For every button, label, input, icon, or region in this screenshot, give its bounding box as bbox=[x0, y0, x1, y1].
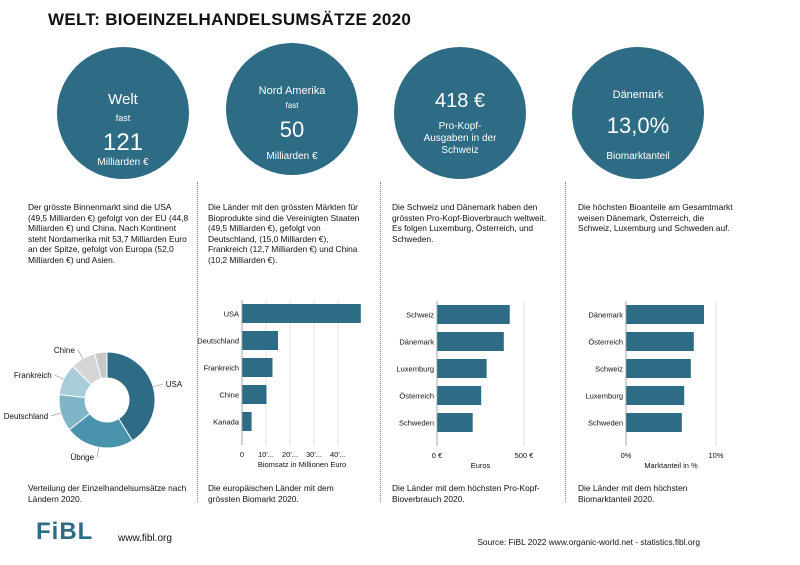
category-label: Schweiz bbox=[595, 365, 623, 374]
pie-label: Chine bbox=[54, 346, 75, 355]
caption-bar1: Die europäischen Länder mit dem grössten… bbox=[208, 483, 334, 504]
divider-3 bbox=[565, 182, 566, 502]
pie-label: Deutschland bbox=[4, 412, 48, 421]
tick-label: 10'... bbox=[258, 450, 274, 459]
bar bbox=[626, 359, 691, 378]
bar bbox=[437, 413, 473, 432]
text-nordamerika: Die Länder mit den grössten Märkten für … bbox=[208, 202, 360, 265]
category-label: Frankreich bbox=[204, 364, 239, 373]
bar bbox=[626, 332, 694, 351]
circle-na-line1: Nord Amerika bbox=[258, 85, 326, 97]
pie-label: USA bbox=[166, 380, 183, 389]
bar bbox=[242, 304, 361, 323]
category-label: Deutschland bbox=[197, 337, 239, 346]
circle-welt-line1: Welt bbox=[108, 91, 138, 108]
category-label: Dänemark bbox=[399, 338, 434, 347]
bar bbox=[626, 305, 704, 324]
pie-leader-line bbox=[96, 447, 100, 458]
text-schweiz: Die Schweiz und Dänemark haben den gröss… bbox=[392, 202, 547, 244]
bar bbox=[626, 413, 682, 432]
fibl-logo: FiBL bbox=[36, 518, 94, 545]
axis-label: Euros bbox=[471, 461, 491, 470]
tick-label: 0 € bbox=[432, 451, 443, 460]
caption-bar3: Die Länder mit dem höchsten Biomarktante… bbox=[578, 483, 688, 504]
bar bbox=[437, 305, 510, 324]
divider-2 bbox=[380, 182, 381, 502]
category-label: Chine bbox=[219, 391, 239, 400]
text-daenemark: Die höchsten Bioanteile am Gesamtmarkt w… bbox=[578, 202, 733, 234]
axis-label: Biomsatz in Millionen Euro bbox=[258, 460, 346, 469]
circle-ch-line2: Pro-Kopf- bbox=[438, 121, 482, 132]
tick-label: 20'... bbox=[282, 450, 298, 459]
circle-dk-line2: 13,0% bbox=[606, 113, 670, 138]
pie-leader-line bbox=[54, 374, 64, 380]
tick-label: 30'... bbox=[306, 450, 322, 459]
footer-url: www.fibl.org bbox=[118, 533, 172, 544]
circle-dk-line1: Dänemark bbox=[612, 89, 664, 101]
category-label: Österreich bbox=[588, 338, 623, 347]
text-welt: Der grösste Binnenmarkt sind die USA (49… bbox=[28, 202, 189, 265]
pie-leader-line bbox=[153, 383, 163, 388]
caption-bar2: Die Länder mit dem höchsten Pro-Kopf-Bio… bbox=[392, 483, 540, 504]
category-label: Dänemark bbox=[588, 311, 623, 320]
category-label: Österreich bbox=[399, 392, 434, 401]
caption-pie: Verteilung der Einzelhandelsumsätze nach… bbox=[28, 483, 187, 504]
bar bbox=[242, 358, 273, 377]
category-label: Schweden bbox=[588, 419, 623, 428]
circle-welt-line4: Milliarden € bbox=[97, 157, 149, 168]
category-label: Luxemburg bbox=[585, 392, 623, 401]
category-label: Schweden bbox=[399, 419, 434, 428]
bar bbox=[242, 385, 267, 404]
tick-label: 0% bbox=[621, 451, 632, 460]
axis-label: Marktanteil in % bbox=[644, 461, 698, 470]
tick-label: 500 € bbox=[515, 451, 535, 460]
circle-dk-line3: Biomarktanteil bbox=[606, 151, 670, 162]
bar bbox=[242, 331, 278, 350]
category-label: Kanada bbox=[213, 418, 240, 427]
circle-schweiz: 418 € Pro-Kopf- Ausgaben in der Schweiz bbox=[394, 47, 526, 179]
page-title: WELT: BIOEINZELHANDELSUMSÄTZE 2020 bbox=[48, 10, 412, 29]
category-label: USA bbox=[224, 310, 239, 319]
circle-nordamerika: Nord Amerika fast 50 Milliarden € bbox=[226, 43, 358, 175]
circle-ch-line1: 418 € bbox=[434, 90, 486, 112]
circle-welt-line2: fast bbox=[115, 113, 131, 123]
pie-label: Frankreich bbox=[14, 371, 52, 380]
tick-label: 40'... bbox=[330, 450, 346, 459]
bar bbox=[626, 386, 685, 405]
pie-label: Übrige bbox=[70, 453, 94, 462]
circle-welt: Welt fast 121 Milliarden € bbox=[57, 47, 189, 179]
circle-ch-line3: Ausgaben in der bbox=[423, 133, 497, 144]
pie-leader-line bbox=[77, 349, 84, 359]
circle-daenemark: Dänemark 13,0% Biomarktanteil bbox=[572, 47, 704, 179]
tick-label: 0 bbox=[240, 450, 244, 459]
circle-na-line3: 50 bbox=[279, 117, 305, 142]
circle-ch-line4: Schweiz bbox=[441, 145, 479, 156]
bar bbox=[242, 412, 252, 431]
circle-na-line4: Milliarden € bbox=[266, 151, 318, 162]
pie-slice bbox=[94, 351, 108, 380]
bar bbox=[437, 386, 482, 405]
category-label: Schweiz bbox=[406, 311, 434, 320]
circle-na-line2: fast bbox=[285, 101, 299, 110]
pie-leader-line bbox=[51, 412, 61, 417]
circle-welt-line3: 121 bbox=[102, 129, 144, 156]
category-label: Luxemburg bbox=[396, 365, 434, 374]
footer-source: Source: FiBL 2022 www.organic-world.net … bbox=[477, 537, 700, 547]
divider-1 bbox=[197, 182, 198, 502]
bar bbox=[437, 359, 487, 378]
tick-label: 10% bbox=[708, 451, 723, 460]
bar bbox=[437, 332, 504, 351]
